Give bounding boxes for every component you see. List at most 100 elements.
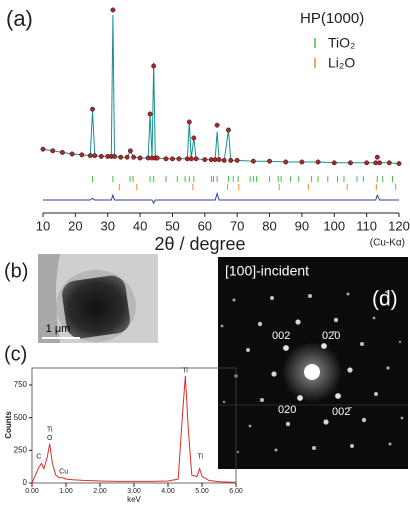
observed-point bbox=[90, 106, 95, 112]
pattern-title: [100]-incident bbox=[225, 263, 309, 279]
observed-point bbox=[131, 154, 137, 160]
panel-label: (a) bbox=[6, 6, 33, 31]
observed-point bbox=[69, 151, 75, 157]
observed-point bbox=[124, 154, 130, 160]
diffraction-spot bbox=[349, 443, 355, 449]
diffraction-spot bbox=[311, 445, 317, 451]
observed-point bbox=[250, 158, 256, 164]
x-tick-label: 1.00 bbox=[59, 488, 73, 495]
observed-point bbox=[348, 160, 353, 166]
x-tick-label: 110 bbox=[356, 218, 377, 233]
x-tick-label: 30 bbox=[100, 218, 114, 233]
diffraction-spot bbox=[274, 448, 278, 452]
diffraction-spot bbox=[373, 391, 379, 397]
spot-label: 02̄0 bbox=[322, 330, 340, 342]
spot-label: 020 bbox=[278, 404, 296, 416]
spot-label: 002 bbox=[272, 330, 290, 342]
diffraction-spot bbox=[400, 416, 404, 420]
x-tick-label: 70 bbox=[230, 218, 244, 233]
observed-point bbox=[299, 159, 305, 165]
diffraction-spot bbox=[245, 347, 251, 353]
panel-label: (c) bbox=[4, 343, 27, 365]
diffraction-spot bbox=[372, 316, 376, 320]
x-tick-label: 10 bbox=[36, 218, 50, 233]
observed-point bbox=[191, 135, 197, 141]
observed-point bbox=[216, 157, 222, 163]
y-axis-label: Counts bbox=[4, 411, 13, 439]
legend-label: TiO₂ bbox=[328, 35, 355, 51]
peak-annotation: Ti bbox=[198, 454, 204, 461]
observed-point bbox=[59, 149, 65, 155]
plot-frame bbox=[31, 367, 237, 484]
diffraction-spot bbox=[307, 293, 313, 299]
observed-point bbox=[50, 148, 56, 154]
legend-label: Li₂O bbox=[328, 55, 355, 71]
diffraction-spot bbox=[269, 295, 275, 301]
observed-point bbox=[193, 156, 199, 162]
x-tick-label: 60 bbox=[198, 218, 212, 233]
observed-point bbox=[374, 154, 380, 160]
observed-point bbox=[137, 155, 143, 161]
observed-point bbox=[118, 154, 124, 160]
x-tick-label: 20 bbox=[68, 218, 82, 233]
observed-point bbox=[170, 156, 175, 162]
radiation-label: (Cu-Kα) bbox=[370, 238, 405, 249]
diffraction-spot bbox=[220, 324, 224, 328]
x-tick-label: 2.00 bbox=[93, 488, 107, 495]
diffraction-spot bbox=[257, 321, 263, 327]
x-tick-label: 3.00 bbox=[127, 488, 141, 495]
observed-point bbox=[331, 160, 337, 166]
x-tick-label: 5.00 bbox=[195, 488, 209, 495]
observed-point bbox=[396, 161, 402, 167]
x-tick-label: 120 bbox=[388, 218, 410, 233]
observed-point bbox=[225, 127, 231, 133]
diffraction-spot bbox=[398, 340, 402, 344]
observed-point bbox=[186, 119, 192, 125]
diffraction-spot bbox=[388, 442, 392, 446]
observed-point bbox=[315, 159, 321, 165]
diffraction-spot bbox=[259, 397, 265, 403]
diffraction-spot bbox=[236, 450, 240, 454]
diffraction-spot bbox=[361, 417, 367, 423]
diffraction-spot bbox=[346, 292, 350, 296]
peak-annotation: O bbox=[47, 435, 53, 442]
x-tick-label: 4.00 bbox=[161, 488, 175, 495]
diffraction-spot bbox=[222, 400, 226, 404]
observed-point bbox=[92, 153, 98, 159]
diffraction-spot bbox=[285, 421, 291, 427]
y-tick-label: 750 bbox=[14, 380, 28, 389]
y-tick-label: 500 bbox=[14, 413, 28, 422]
y-tick-label: 250 bbox=[14, 445, 28, 454]
x-tick-label: 40 bbox=[133, 218, 147, 233]
diffraction-spot bbox=[347, 367, 353, 373]
diffraction-image bbox=[218, 257, 408, 469]
panel-label: (d) bbox=[372, 288, 398, 311]
observed-point bbox=[163, 156, 169, 162]
x-tick-label: 6.00 bbox=[229, 488, 243, 495]
observed-point bbox=[364, 160, 370, 166]
observed-point bbox=[188, 156, 194, 162]
scale-bar-label: 1 μm bbox=[46, 323, 71, 335]
x-tick-label: 90 bbox=[295, 218, 309, 233]
x-axis-label: keV bbox=[127, 495, 141, 504]
observed-point bbox=[87, 153, 93, 159]
panel-label: (b) bbox=[4, 260, 28, 282]
peak-annotation: C bbox=[36, 454, 41, 461]
observed-point bbox=[176, 156, 182, 162]
x-tick-label: 50 bbox=[165, 218, 179, 233]
observed-point bbox=[234, 157, 240, 163]
observed-point bbox=[98, 153, 104, 159]
diffraction-spot bbox=[283, 345, 289, 351]
diffraction-spot bbox=[248, 424, 252, 428]
observed-point bbox=[79, 152, 85, 158]
y-tick-label: 0 bbox=[23, 478, 28, 487]
diffraction-spot bbox=[359, 341, 365, 347]
x-tick-label: 80 bbox=[262, 218, 276, 233]
spot-label: 002̄ bbox=[332, 406, 352, 418]
diffraction-spot bbox=[386, 366, 390, 370]
observed-point bbox=[151, 63, 157, 69]
diffraction-spot bbox=[384, 290, 388, 294]
peak-annotation: Ti bbox=[47, 426, 53, 433]
observed-point bbox=[214, 122, 220, 128]
